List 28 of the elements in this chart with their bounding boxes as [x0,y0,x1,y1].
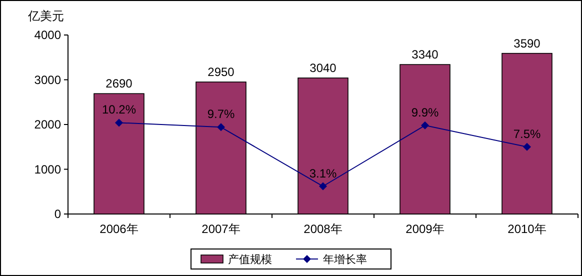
data-label: 7.5% [513,126,541,141]
x-tick-label: 2007年 [202,222,240,236]
data-label: 2690 [106,76,133,91]
data-label: 10.2% [102,102,136,117]
point [523,142,531,151]
legend-label: 产值规模 [228,253,272,266]
x-tick-label: 2006年 [100,222,138,236]
point [421,121,429,130]
y-axis-title: 亿美元 [27,9,64,23]
data-label: 3040 [310,60,337,75]
data-label: 9.7% [207,107,235,122]
data-label: 2950 [208,64,235,79]
data-label: 9.9% [411,105,439,120]
data-label: 3340 [412,48,439,62]
y-tick-label: 1000 [34,162,62,176]
y-tick-label: 4000 [34,28,62,42]
point [115,118,123,127]
x-tick-label: 2010年 [508,222,546,236]
point [319,182,327,190]
y-tick-label: 3000 [34,72,62,87]
data-label: 3.1% [309,166,337,180]
y-tick-label: 2000 [34,118,62,132]
y-tick-label: 0 [54,207,62,221]
x-tick-label: 2008年 [304,222,342,236]
data-label: 3590 [514,36,541,50]
point [217,123,225,132]
legend-label: 年增长率 [323,253,367,266]
x-tick-label: 2009年 [406,222,444,236]
